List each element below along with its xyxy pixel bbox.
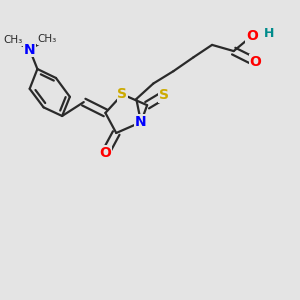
Text: CH₃: CH₃ xyxy=(3,35,22,45)
Text: O: O xyxy=(100,146,111,160)
Text: H: H xyxy=(264,27,274,40)
Text: O: O xyxy=(249,55,261,69)
Text: S: S xyxy=(117,87,128,101)
Text: N: N xyxy=(24,43,35,56)
Text: S: S xyxy=(159,88,169,102)
Text: CH₃: CH₃ xyxy=(37,34,56,44)
Text: N: N xyxy=(135,115,147,129)
Text: O: O xyxy=(246,28,258,43)
